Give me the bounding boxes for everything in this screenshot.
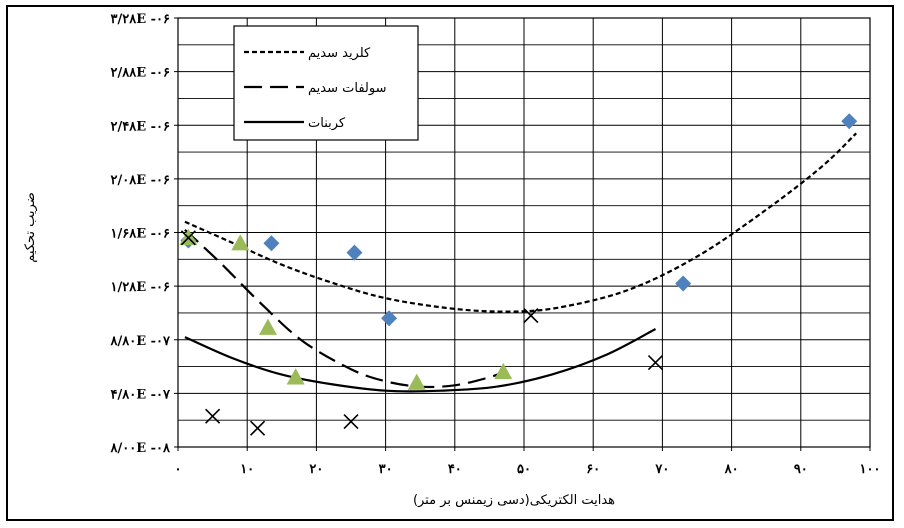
y-tick-label: ۳/۲۸E -۰۶	[111, 12, 171, 27]
x-tick-label: ۱۰۰	[860, 462, 881, 477]
x-tick-label: ۸۰	[724, 462, 739, 477]
data-point-x	[647, 354, 664, 371]
data-point-x	[180, 230, 196, 246]
y-axis-label: ضریب تحکیم	[23, 192, 38, 263]
x-axis-label: هدایت الکتریکی(دسی زیمنس بر متر)	[413, 493, 615, 508]
legend-label-series-2: کربنات	[308, 116, 346, 131]
y-tick-label: ۸/۸۰E -۰۷	[110, 334, 172, 349]
x-tick-label: ۰	[175, 462, 182, 477]
y-tick-label: ۴/۸۰E -۰۷	[111, 387, 172, 402]
trend-line-series-0	[184, 132, 857, 313]
y-axis-ticks: ۸/۰۰E -۰۸ ۴/۸۰E -۰۷ ۸/۸۰E -۰۷ ۱/۲۸E -۰۶ ۱/۶۸…	[110, 12, 178, 456]
data-point-diamond	[346, 244, 363, 261]
legend-label-series-1: سولفات سدیم	[308, 81, 386, 96]
data-point-diamond	[381, 310, 398, 327]
y-tick-label: ۲/۰۸E -۰۶	[111, 173, 171, 188]
y-tick-label: ۱/۲۸E -۰۶	[111, 280, 171, 295]
data-point-triangle	[407, 373, 426, 390]
y-tick-label: ۱/۶۸E -۰۶	[111, 227, 171, 242]
x-tick-label: ۹۰	[794, 462, 808, 477]
x-tick-label: ۶۰	[586, 462, 600, 477]
x-tick-label: ۴۰	[448, 462, 462, 477]
x-tick-label: ۳۰	[379, 462, 393, 477]
data-point-triangle	[258, 318, 277, 335]
trend-line-series-1	[184, 228, 504, 389]
y-tick-label: ۸/۰۰E -۰۸	[110, 441, 172, 456]
x-axis-ticks: ۰ ۱۰ ۲۰ ۳۰ ۴۰ ۵۰ ۶۰ ۷۰ ۸۰ ۹۰ ۱۰۰	[175, 447, 881, 477]
trend-lines	[184, 132, 857, 393]
legend-label-series-0: کلرید سدیم	[308, 46, 371, 61]
x-tick-label: ۲۰	[309, 462, 323, 477]
data-point-triangle	[286, 368, 305, 385]
data-point-diamond	[841, 113, 858, 130]
x-tick-label: ۷۰	[654, 462, 669, 477]
data-point-diamond	[263, 235, 280, 252]
x-tick-label: ۵۰	[517, 462, 531, 477]
data-point-triangle	[231, 234, 250, 251]
data-point-x	[343, 413, 359, 430]
y-tick-label: ۲/۸۸E -۰۶	[111, 66, 171, 81]
data-points	[179, 113, 858, 436]
legend: کلرید سدیم سولفات سدیم کربنات	[233, 25, 419, 141]
data-point-triangle	[494, 362, 513, 380]
data-point-x	[205, 408, 221, 424]
data-point-x	[523, 308, 539, 324]
trend-line-series-2	[184, 328, 657, 393]
x-tick-label: ۱۰	[240, 462, 254, 477]
data-point-diamond	[675, 275, 692, 292]
chart-canvas: ۸/۰۰E -۰۸ ۴/۸۰E -۰۷ ۸/۸۰E -۰۷ ۱/۲۸E -۰۶ ۱/۶۸…	[23, 12, 881, 508]
data-point-x	[250, 420, 266, 436]
chart-frame: ۸/۰۰E -۰۸ ۴/۸۰E -۰۷ ۸/۸۰E -۰۷ ۱/۲۸E -۰۶ ۱/۶۸…	[6, 5, 894, 521]
y-tick-label: ۲/۴۸E -۰۶	[111, 119, 171, 134]
